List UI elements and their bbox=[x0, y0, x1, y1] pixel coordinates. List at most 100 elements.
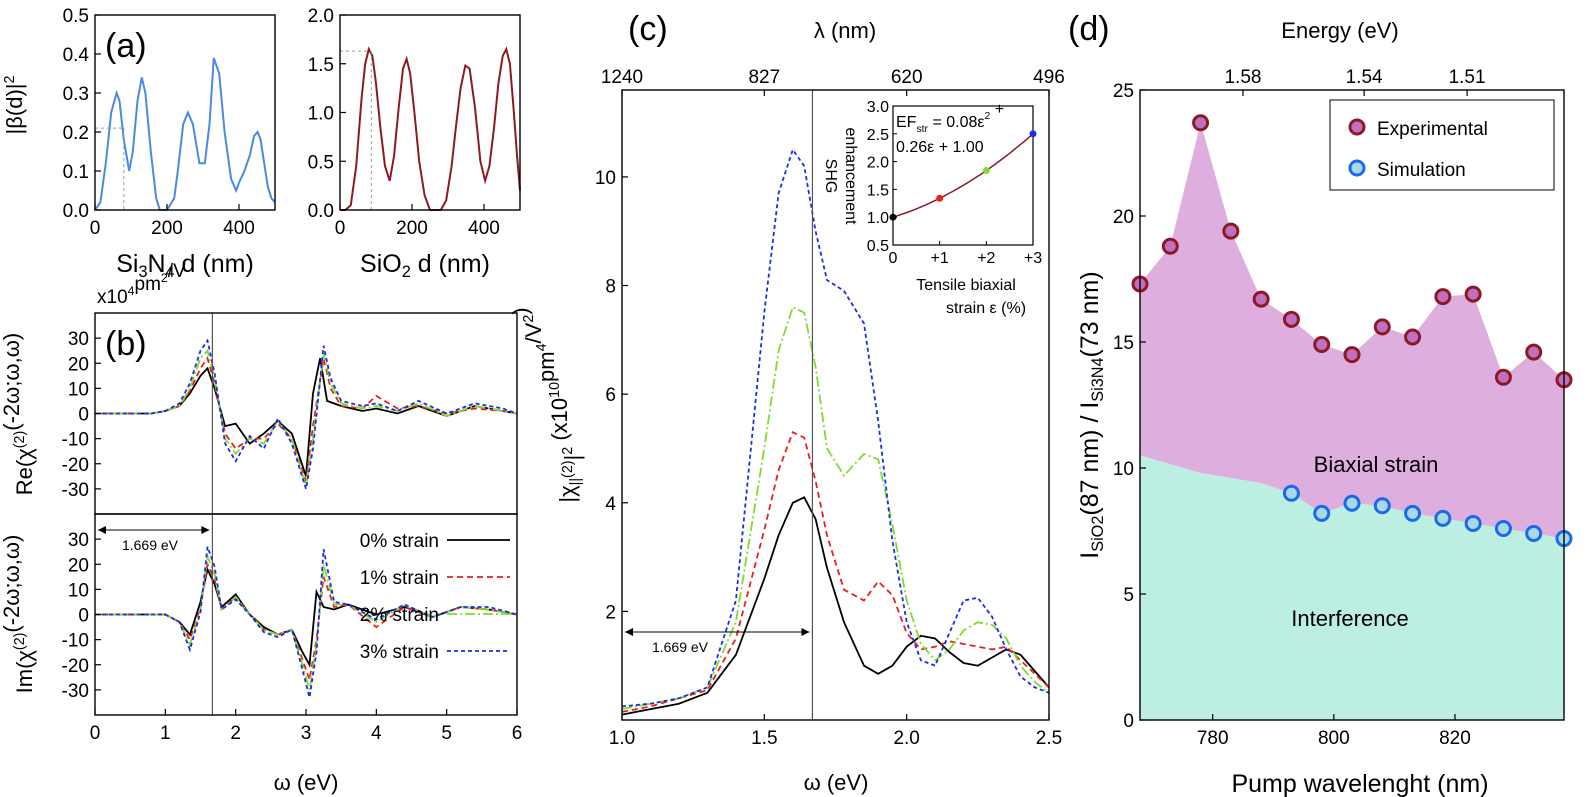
simulation-point bbox=[1434, 509, 1452, 527]
inset-y-tick-label: 1.0 bbox=[867, 210, 889, 227]
experimental-point bbox=[1222, 222, 1240, 240]
inset-y-tick-label: 0.5 bbox=[867, 238, 889, 255]
panel-c-letter: (c) bbox=[628, 10, 668, 48]
b-x-tick-label: 6 bbox=[512, 723, 523, 744]
si3n4-y-tick-label: 0.2 bbox=[63, 123, 89, 144]
si3n4-y-tick-label: 0.0 bbox=[63, 201, 89, 222]
c-ylabel: |χ||(2)|2 (x1010pm4/V2) bbox=[508, 307, 585, 502]
inset-point-3 bbox=[1029, 130, 1037, 138]
si3n4-ylabel: |β(d)|2 bbox=[2, 75, 27, 134]
inset-ylabel-1: SHG bbox=[822, 159, 839, 194]
c-axes-frame bbox=[621, 89, 1050, 721]
inset-x-tick-label: 0 bbox=[889, 250, 898, 267]
inset-x-tick-label: +3 bbox=[1024, 250, 1042, 267]
experimental-point bbox=[1252, 290, 1270, 308]
c-top-tick-label: 827 bbox=[748, 67, 780, 88]
re-chi-series-1 bbox=[95, 356, 518, 482]
inset-y-tick-label: 3.0 bbox=[867, 99, 889, 116]
b-x-tick-label: 2 bbox=[230, 723, 241, 744]
experimental-point bbox=[1525, 343, 1543, 361]
simulation-point bbox=[1343, 494, 1361, 512]
experimental-point bbox=[1343, 346, 1361, 364]
sio2-xlabel: SiO2 d (nm) bbox=[360, 250, 490, 281]
d-y-tick-label: 20 bbox=[1113, 207, 1134, 228]
d-y-tick-label: 15 bbox=[1113, 333, 1134, 354]
re-y-tick-label: 30 bbox=[68, 329, 89, 350]
c-y-tick-label: 2 bbox=[605, 602, 616, 623]
d-xlabel: Pump wavelenght (nm) bbox=[1231, 770, 1488, 797]
c-chi-series-2 bbox=[621, 305, 1050, 710]
re-y-tick-label: -20 bbox=[62, 455, 89, 476]
simulation-point bbox=[1404, 504, 1422, 522]
si3n4-y-tick-label: 0.3 bbox=[63, 84, 89, 105]
experimental-point bbox=[1404, 328, 1422, 346]
experimental-point bbox=[1313, 336, 1331, 354]
experimental-point bbox=[1494, 368, 1512, 386]
im-chi-series-0 bbox=[95, 566, 518, 668]
d-top-tick-label: 1.51 bbox=[1449, 67, 1486, 88]
simulation-point bbox=[1464, 514, 1482, 532]
d-x-tick-label: 800 bbox=[1318, 728, 1350, 749]
c-xlabel: ω (eV) bbox=[804, 770, 869, 795]
im-y-tick-label: 30 bbox=[68, 530, 89, 551]
d-ylabel: ISiO2(87 nm) / ISi3N4(73 nm) bbox=[1076, 271, 1107, 558]
re-y-tick-label: 0 bbox=[78, 405, 89, 426]
panel-b-letter: (b) bbox=[105, 325, 147, 363]
inset-equation-line1: EFstr = 0.08ε2 + bbox=[896, 101, 1004, 135]
si3n4-xlabel: Si3N4 d (nm) bbox=[116, 250, 254, 281]
simulation-point bbox=[1373, 497, 1391, 515]
c-x-tick-label: 2.0 bbox=[893, 728, 919, 749]
experimental-point bbox=[1282, 310, 1300, 328]
im-y-tick-label: 10 bbox=[68, 580, 89, 601]
im-y-tick-label: 20 bbox=[68, 555, 89, 576]
si3n4-axes-frame bbox=[94, 14, 276, 211]
inset-xlabel-1: Tensile biaxial bbox=[916, 277, 1016, 294]
d-y-tick-label: 10 bbox=[1113, 459, 1134, 480]
b-arrow-head-left bbox=[98, 526, 106, 534]
interference-region bbox=[1140, 455, 1564, 720]
b-legend-label-3: 3% strain bbox=[360, 642, 439, 663]
d-y-tick-label: 25 bbox=[1113, 81, 1134, 102]
c-arrow-head-left bbox=[625, 628, 633, 636]
inset-ylabel-2: enhancement bbox=[842, 128, 859, 226]
b-legend-label-1: 1% strain bbox=[360, 568, 439, 589]
panel-a-letter: (a) bbox=[105, 27, 147, 65]
sio2-axes-frame bbox=[339, 14, 521, 211]
sio2-y-tick-label: 1.0 bbox=[308, 104, 334, 125]
d-region-label-interference: Interference bbox=[1291, 606, 1408, 631]
experimental-point bbox=[1192, 114, 1210, 132]
b-legend-label-0: 0% strain bbox=[360, 531, 439, 552]
b-x-tick-label: 0 bbox=[90, 723, 101, 744]
im-y-tick-label: -20 bbox=[62, 656, 89, 677]
im-y-tick-label: -30 bbox=[62, 681, 89, 702]
d-legend-box bbox=[1329, 99, 1555, 191]
c-arrow-label: 1.669 eV bbox=[652, 639, 709, 655]
re-y-tick-label: 20 bbox=[68, 354, 89, 375]
inset-point-2 bbox=[982, 166, 990, 174]
c-x-tick-label: 1.5 bbox=[751, 728, 777, 749]
c-y-tick-label: 6 bbox=[605, 385, 616, 406]
inset-y-tick-label: 1.5 bbox=[867, 182, 889, 199]
re-y-tick-label: 10 bbox=[68, 379, 89, 400]
si3n4-beta-curve bbox=[94, 57, 276, 211]
im-y-tick-label: -10 bbox=[62, 631, 89, 652]
re-y-tick-label: -10 bbox=[62, 430, 89, 451]
d-x-tick-label: 820 bbox=[1439, 728, 1471, 749]
inset-x-tick-label: +1 bbox=[931, 250, 949, 267]
si3n4-x-tick-label: 0 bbox=[90, 218, 101, 239]
re-chi-series-3 bbox=[95, 338, 518, 490]
im-chi-series-2 bbox=[95, 553, 518, 691]
d-top-tick-label: 1.58 bbox=[1224, 67, 1261, 88]
d-legend-label-simulation: Simulation bbox=[1377, 160, 1466, 181]
experimental-point bbox=[1464, 285, 1482, 303]
simulation-point bbox=[1494, 519, 1512, 537]
c-top-tick-label: 496 bbox=[1033, 67, 1065, 88]
biaxial-strain-region bbox=[1140, 122, 1564, 539]
sio2-y-tick-label: 2.0 bbox=[308, 6, 334, 27]
d-region-label-biaxial: Biaxial strain bbox=[1314, 452, 1439, 477]
c-top-tick-label: 620 bbox=[891, 67, 923, 88]
experimental-point bbox=[1161, 237, 1179, 255]
b-x-tick-label: 3 bbox=[301, 723, 312, 744]
c-y-tick-label: 4 bbox=[605, 494, 616, 515]
